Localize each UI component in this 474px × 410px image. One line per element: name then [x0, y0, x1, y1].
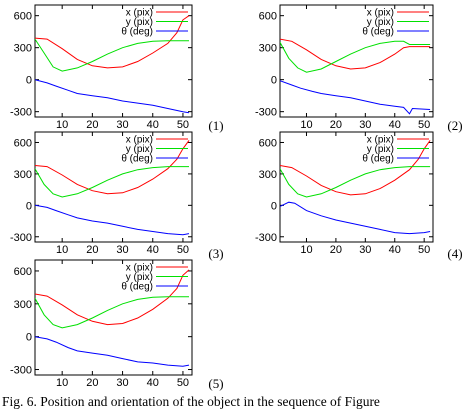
- x-tick-label: 40: [389, 119, 401, 131]
- legend-label: θ (deg): [362, 154, 394, 165]
- legend-label: y (pix): [126, 144, 153, 155]
- legend-label: y (pix): [126, 17, 153, 28]
- x-tick-label: 30: [359, 119, 371, 131]
- y-tick-label: 600: [14, 137, 32, 149]
- series-line-2: [35, 166, 189, 198]
- x-tick-label: 10: [300, 119, 312, 131]
- chart-panel-4: -300 0 300 600 10 20 30 40 50 x (pix)y (pix)θ (de…: [255, 131, 463, 261]
- series-line-3: [280, 80, 431, 115]
- x-tick-label: 40: [147, 119, 159, 131]
- y-tick-label: 0: [271, 75, 277, 87]
- x-tick-label: 50: [177, 119, 189, 131]
- x-tick-label: 10: [56, 244, 68, 256]
- series-line-3: [35, 204, 190, 236]
- x-tick-label: 50: [177, 244, 189, 256]
- panel-label: (1): [208, 118, 223, 133]
- series-line-2: [280, 40, 431, 73]
- series-line-2: [280, 166, 431, 198]
- x-tick-label: 10: [56, 119, 68, 131]
- y-tick-label: 600: [14, 266, 32, 278]
- panel-label: (2): [447, 118, 462, 133]
- series-line-1: [35, 269, 190, 326]
- x-tick-label: 30: [116, 377, 128, 389]
- panel-label: (4): [447, 246, 462, 261]
- series-line-3: [280, 201, 431, 235]
- x-tick-label: 50: [418, 119, 430, 131]
- y-tick-label: 600: [14, 11, 32, 23]
- panel-label: (5): [208, 376, 223, 391]
- x-tick-label: 30: [359, 244, 371, 256]
- chart-panel-5: -300 0 300 600 10 20 30 40 50 x (pix)y (pix)θ (de…: [10, 259, 224, 391]
- x-tick-label: 40: [147, 377, 159, 389]
- plot-frame: [34, 131, 193, 243]
- series-line-3: [35, 336, 190, 367]
- y-tick-label: 300: [14, 299, 32, 311]
- x-tick-label: 30: [116, 244, 128, 256]
- legend-label: y (pix): [367, 144, 394, 155]
- legend-label: x (pix): [126, 135, 153, 146]
- y-tick-label: 600: [259, 11, 277, 23]
- y-tick-label: 0: [26, 200, 32, 212]
- series-line-1: [35, 140, 190, 195]
- x-tick-label: 30: [116, 119, 128, 131]
- series-line-1: [280, 38, 431, 70]
- y-tick-label: 600: [259, 137, 277, 149]
- legend-label: x (pix): [367, 135, 394, 146]
- series-line-1: [280, 140, 431, 196]
- y-tick-label: 0: [271, 200, 277, 212]
- series-line-3: [35, 79, 190, 114]
- legend-label: θ (deg): [121, 154, 153, 165]
- chart-panel-2: -300 0 300 600 10 20 30 40 50 x (pix)y (pix)θ (de…: [255, 4, 463, 133]
- x-tick-label: 10: [56, 377, 68, 389]
- legend-label: x (pix): [126, 263, 153, 274]
- legend-label: y (pix): [126, 272, 153, 283]
- plot-frame: [34, 4, 193, 118]
- x-tick-label: 40: [147, 244, 159, 256]
- y-tick-label: 300: [259, 169, 277, 181]
- series-line-1: [35, 15, 190, 69]
- chart-panel-1: -300 0 300 600 10 20 30 40 50 x (pix)y (pix)θ (de…: [10, 4, 224, 133]
- y-tick-label: 0: [26, 332, 32, 344]
- legend-label: θ (deg): [121, 27, 153, 38]
- panel-label: (3): [208, 246, 223, 261]
- y-tick-label: -300: [255, 232, 277, 244]
- y-tick-label: -300: [10, 107, 32, 119]
- plot-frame: [279, 131, 434, 243]
- legend-label: x (pix): [126, 8, 153, 19]
- x-tick-label: 20: [330, 119, 342, 131]
- y-tick-label: 0: [26, 75, 32, 87]
- plot-frame: [279, 4, 434, 118]
- x-tick-label: 40: [389, 244, 401, 256]
- y-tick-label: 300: [14, 43, 32, 55]
- legend-label: y (pix): [367, 17, 394, 28]
- legend-label: θ (deg): [121, 282, 153, 293]
- x-tick-label: 20: [86, 119, 98, 131]
- y-tick-label: -300: [255, 107, 277, 119]
- y-tick-label: 300: [259, 43, 277, 55]
- chart-panel-3: -300 0 300 600 10 20 30 40 50 x (pix)y (pix)θ (de…: [10, 131, 224, 261]
- series-line-2: [35, 38, 189, 72]
- series-line-2: [35, 296, 189, 329]
- x-tick-label: 20: [330, 244, 342, 256]
- x-tick-label: 50: [177, 377, 189, 389]
- x-tick-label: 20: [86, 377, 98, 389]
- legend-label: θ (deg): [362, 27, 394, 38]
- x-tick-label: 10: [300, 244, 312, 256]
- legend-label: x (pix): [367, 8, 394, 19]
- x-tick-label: 20: [86, 244, 98, 256]
- y-tick-label: -300: [10, 232, 32, 244]
- figure-caption: Fig. 6. Position and orientation of the …: [2, 394, 380, 409]
- y-tick-label: -300: [10, 365, 32, 377]
- plot-frame: [34, 259, 193, 376]
- y-tick-label: 300: [14, 169, 32, 181]
- x-tick-label: 50: [418, 244, 430, 256]
